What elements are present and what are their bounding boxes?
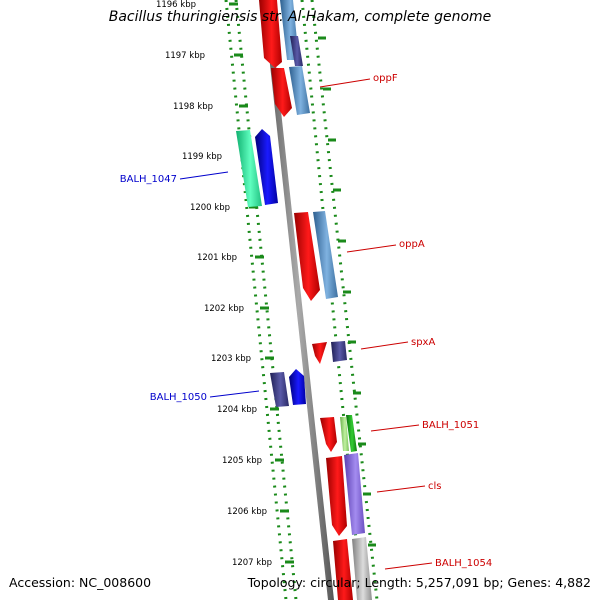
leader-line-BALH_1054 — [384, 562, 433, 570]
ruler-label: 1202 kbp — [204, 304, 244, 314]
accession-label: Accession: NC_008600 — [9, 575, 152, 590]
gene-arrow-red — [259, 0, 282, 68]
gene-label-BALH_1050: BALH_1050 — [150, 392, 207, 403]
gene-arrow-red — [333, 539, 353, 600]
gene-arrow-purple — [344, 453, 365, 535]
leader-line-cls — [376, 485, 426, 493]
leader-line-BALH_1051 — [370, 424, 420, 432]
leader-line-oppA — [346, 244, 397, 253]
ruler-tick-marks — [229, 2, 294, 564]
gene-arrow-blue — [255, 129, 278, 205]
ruler-label: 1203 kbp — [211, 354, 251, 364]
ruler-label: 1199 kbp — [182, 152, 222, 162]
leader-line-BALH_1050 — [209, 390, 260, 398]
gene-arrow-indigo — [270, 372, 289, 407]
gene-arrow-red — [320, 417, 337, 452]
gene-arrow-blue — [289, 369, 306, 405]
genome-backbone — [263, 0, 334, 600]
gene-arrow-steel — [289, 66, 310, 115]
gene-arrow-green — [346, 415, 357, 452]
gene-label-oppF: oppF — [373, 73, 398, 84]
leader-line-spxA — [360, 341, 409, 350]
gene-arrow-red — [271, 68, 292, 117]
gene-arrow-indigo — [331, 341, 347, 362]
gene-label-cls: cls — [428, 481, 442, 492]
ruler-label: 1196 kbp — [156, 0, 196, 10]
gene-label-oppA: oppA — [399, 239, 425, 250]
gene-arrow-steel — [313, 211, 338, 299]
ruler-label: 1205 kbp — [222, 456, 262, 466]
topology-label: Topology: circular; Length: 5,257,091 bp… — [247, 575, 591, 590]
map-title: Bacillus thuringiensis str. Al Hakam, co… — [108, 9, 492, 25]
gene-arrow-indigo — [290, 36, 303, 66]
ruler-label: 1206 kbp — [227, 507, 267, 517]
gene-arrow-red — [294, 212, 320, 301]
gene-label-BALH_1047: BALH_1047 — [120, 174, 177, 185]
ruler-label: 1204 kbp — [217, 405, 257, 415]
right-tick-marks — [318, 36, 376, 547]
leader-line-oppF — [319, 78, 371, 88]
gene-arrow-lightgreen — [340, 417, 349, 451]
gene-arrow-red — [312, 342, 327, 364]
gene-arrow-seafoam — [236, 130, 262, 207]
gene-label-BALH_1051: BALH_1051 — [422, 420, 479, 431]
gene-label-BALH_1054: BALH_1054 — [435, 558, 492, 569]
ruler-label: 1197 kbp — [165, 51, 205, 61]
leader-line-BALH_1047 — [179, 171, 229, 180]
ruler-label: 1198 kbp — [173, 102, 213, 112]
gene-arrow-gray — [352, 537, 372, 600]
gene-label-spxA: spxA — [411, 337, 435, 348]
ruler-label: 1200 kbp — [190, 203, 230, 213]
ruler-label: 1201 kbp — [197, 253, 237, 263]
gene-arrow-red — [326, 456, 347, 536]
ruler-label: 1207 kbp — [232, 558, 272, 568]
